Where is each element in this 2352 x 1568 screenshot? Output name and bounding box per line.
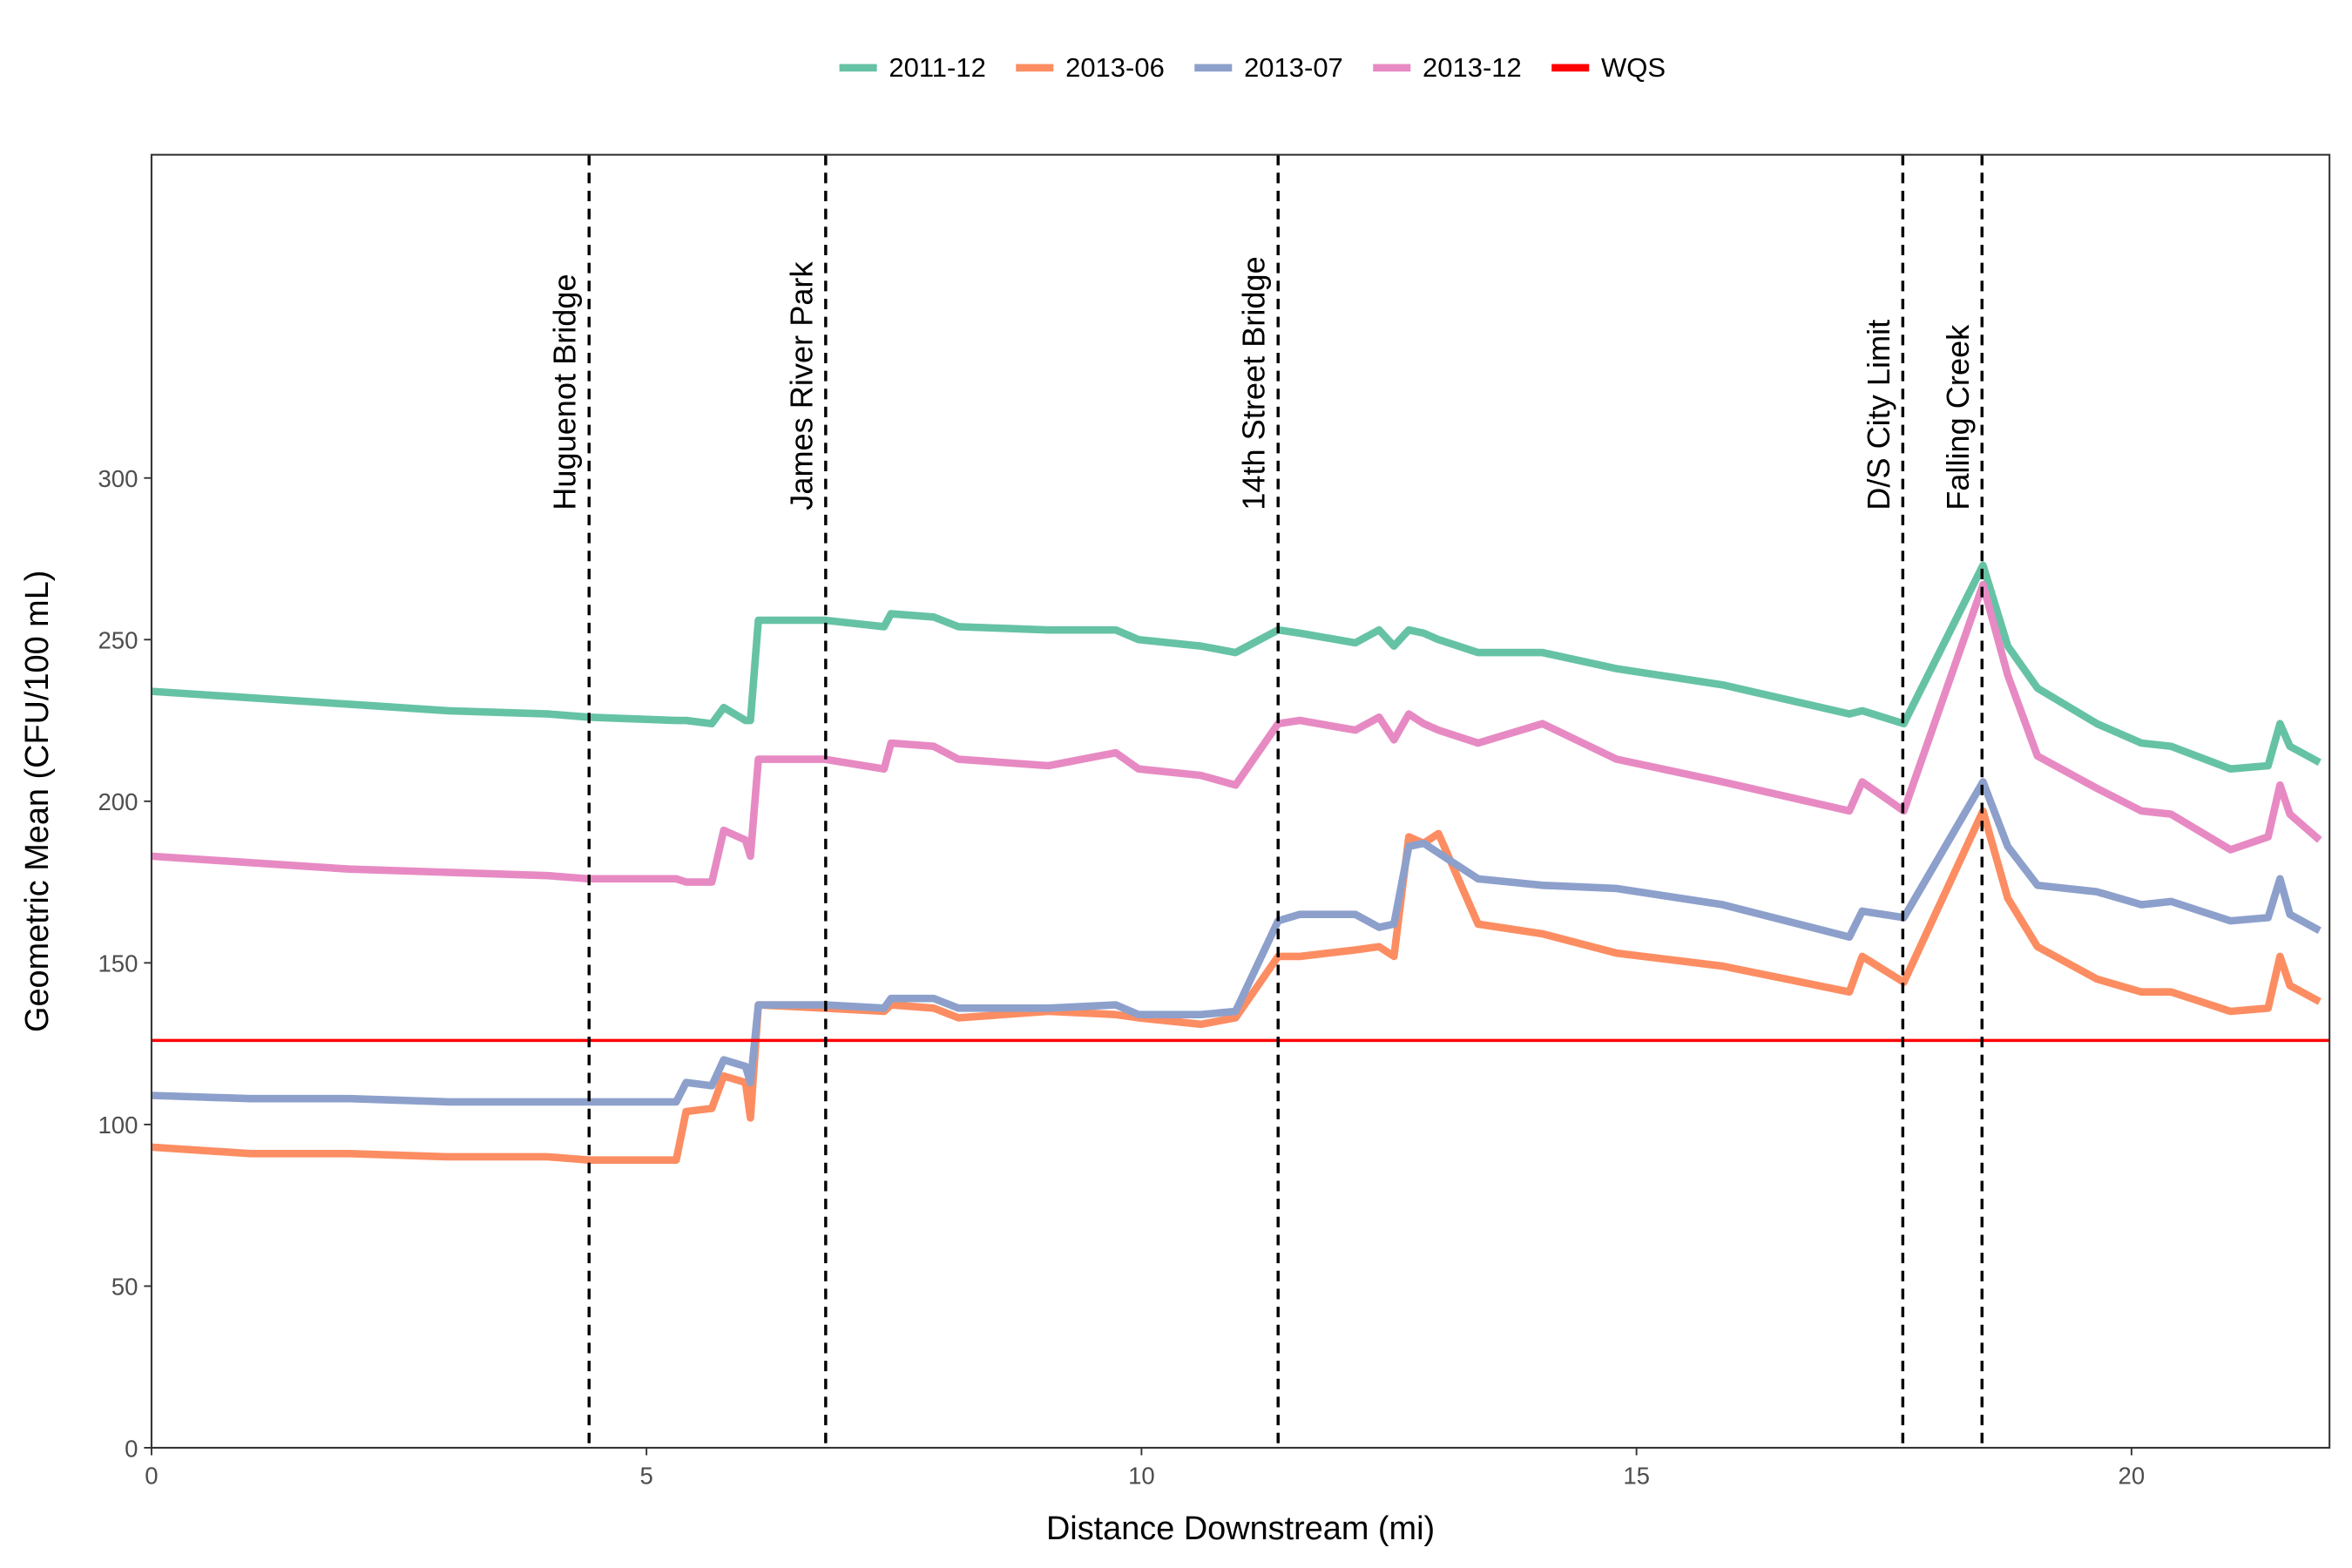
x-tick-label: 10 [1128, 1462, 1155, 1489]
x-axis-title: Distance Downstream (mi) [1046, 1511, 1435, 1547]
x-tick-label: 0 [145, 1462, 158, 1489]
legend-label: 2011-12 [889, 52, 985, 83]
site-label: Falling Creek [1940, 324, 1976, 510]
y-tick-label: 150 [98, 950, 138, 977]
site-label: D/S City Limit [1861, 320, 1896, 510]
legend-label: WQS [1601, 52, 1666, 83]
legend-label: 2013-07 [1244, 52, 1343, 83]
site-label: Huguenot Bridge [547, 274, 583, 510]
site-label: 14th Street Bridge [1236, 256, 1272, 510]
y-tick-label: 300 [98, 465, 138, 492]
series-line [151, 778, 2322, 1106]
legend-label: 2013-06 [1065, 52, 1165, 83]
y-tick-label: 0 [125, 1435, 138, 1462]
series-line [151, 807, 2322, 1164]
series-line [151, 580, 2322, 886]
y-axis-title: Geometric Mean (CFU/100 mL) [19, 571, 56, 1032]
y-tick-label: 100 [98, 1112, 138, 1139]
legend: 2011-12 2013-06 2013-07 2013-12 WQS [839, 52, 1666, 83]
plot-border [150, 153, 2331, 1449]
series-line [151, 561, 2322, 773]
y-tick-label: 250 [98, 627, 138, 654]
legend-label: 2013-12 [1423, 52, 1522, 83]
site-label: James River Park [783, 261, 819, 510]
x-tick-label: 5 [639, 1462, 652, 1489]
x-tick-label: 15 [1623, 1462, 1650, 1489]
y-tick-label: 200 [98, 788, 138, 815]
y-tick-label: 50 [112, 1274, 139, 1301]
x-tick-label: 20 [2119, 1462, 2146, 1489]
